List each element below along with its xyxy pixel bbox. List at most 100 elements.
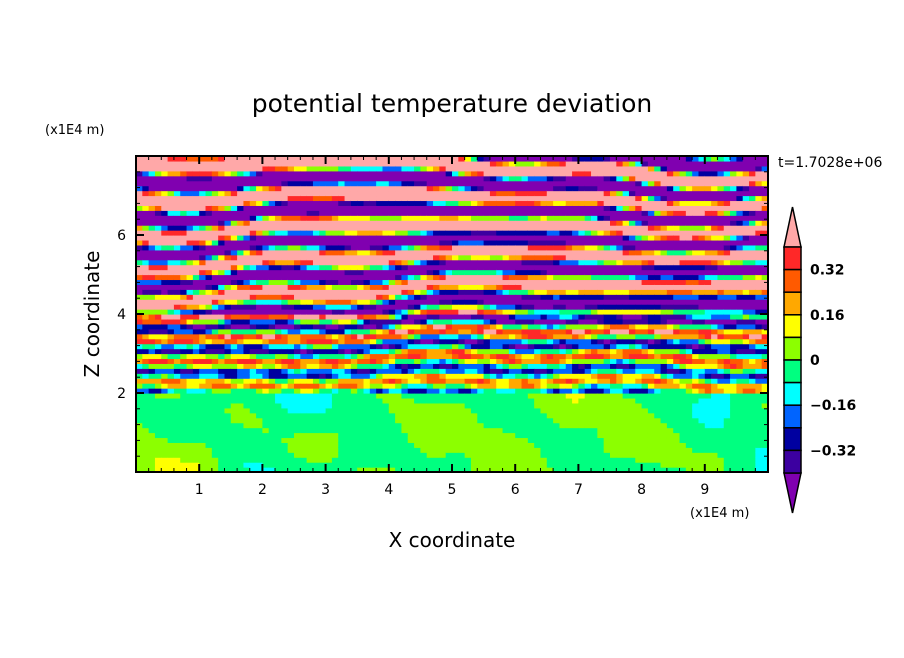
heatmap-cell	[300, 220, 308, 226]
heatmap-cell	[325, 220, 333, 226]
heatmap-cell	[136, 432, 143, 439]
heatmap-cell	[578, 200, 586, 206]
heatmap-cell	[167, 388, 175, 394]
heatmap-cell	[262, 378, 270, 384]
heatmap-cell	[496, 156, 504, 162]
heatmap-cell	[527, 407, 535, 414]
heatmap-cell	[357, 323, 365, 330]
heatmap-cell	[521, 417, 529, 424]
heatmap-cell	[230, 284, 238, 290]
heatmap-cell	[237, 402, 245, 409]
heatmap-cell	[192, 205, 200, 211]
heatmap-cell	[382, 244, 390, 251]
heatmap-cell	[369, 407, 377, 414]
heatmap-cell	[357, 269, 365, 276]
heatmap-cell	[262, 175, 270, 182]
heatmap-cell	[262, 427, 270, 434]
heatmap-cell	[338, 220, 346, 226]
heatmap-cell	[546, 328, 554, 335]
heatmap-cell	[388, 279, 396, 285]
heatmap-cell	[603, 314, 611, 320]
heatmap-cell	[325, 264, 333, 271]
heatmap-cell	[186, 452, 194, 458]
heatmap-cell	[483, 402, 491, 409]
heatmap-cell	[407, 402, 415, 409]
heatmap-cell	[331, 160, 339, 167]
heatmap-cell	[369, 318, 377, 325]
heatmap-cell	[243, 417, 251, 424]
heatmap-cell	[218, 343, 226, 350]
heatmap-cell	[256, 442, 263, 448]
heatmap-cell	[420, 407, 428, 414]
heatmap-cell	[597, 467, 605, 473]
heatmap-cell	[344, 239, 352, 246]
heatmap-cell	[376, 328, 384, 335]
heatmap-cell	[369, 259, 377, 266]
heatmap-cell	[426, 462, 434, 468]
heatmap-cell	[275, 190, 282, 197]
heatmap-cell	[502, 358, 510, 364]
heatmap-cell	[154, 328, 162, 335]
heatmap-cell	[388, 383, 396, 389]
heatmap-cell	[401, 274, 409, 281]
heatmap-cell	[559, 447, 567, 453]
heatmap-cell	[477, 383, 485, 389]
heatmap-cell	[256, 190, 263, 197]
heatmap-cell	[237, 338, 245, 345]
heatmap-cell	[300, 353, 308, 360]
heatmap-cell	[401, 338, 409, 345]
heatmap-cell	[275, 205, 282, 211]
heatmap-cell	[237, 373, 245, 379]
heatmap-cell	[173, 442, 181, 448]
heatmap-cell	[154, 239, 162, 246]
heatmap-cell	[192, 437, 200, 443]
heatmap-cell	[325, 294, 333, 300]
heatmap-cell	[325, 289, 333, 295]
heatmap-cell	[452, 393, 459, 399]
heatmap-cell	[192, 417, 200, 424]
heatmap-cell	[546, 417, 554, 424]
heatmap-cell	[180, 452, 188, 458]
heatmap-cell	[616, 417, 624, 424]
heatmap-cell	[521, 393, 529, 399]
heatmap-cell	[268, 180, 276, 187]
heatmap-cell	[508, 200, 516, 206]
heatmap-cell	[136, 363, 143, 369]
heatmap-cell	[445, 348, 453, 355]
heatmap-cell	[243, 378, 251, 384]
heatmap-cell	[591, 467, 598, 473]
heatmap-cell	[439, 279, 447, 285]
heatmap-cell	[281, 447, 289, 453]
heatmap-cell	[350, 269, 358, 276]
heatmap-cell	[420, 220, 428, 226]
heatmap-cell	[167, 452, 175, 458]
heatmap-cell	[464, 353, 472, 360]
heatmap-cell	[628, 457, 636, 463]
heatmap-cell	[527, 442, 535, 448]
heatmap-cell	[275, 165, 282, 172]
heatmap-cell	[496, 220, 504, 226]
heatmap-cell	[591, 402, 598, 409]
heatmap-cell	[439, 314, 447, 320]
heatmap-cell	[300, 190, 308, 197]
heatmap-cell	[154, 417, 162, 424]
heatmap-cell	[477, 378, 485, 384]
heatmap-cell	[426, 289, 434, 295]
heatmap-cell	[268, 338, 276, 345]
heatmap-cell	[192, 239, 200, 246]
heatmap-cell	[388, 225, 396, 231]
heatmap-cell	[167, 437, 175, 443]
heatmap-cell	[199, 225, 207, 231]
heatmap-cell	[622, 432, 630, 439]
heatmap-cell	[572, 383, 579, 389]
heatmap-cell	[578, 373, 586, 379]
heatmap-cell	[527, 452, 535, 458]
heatmap-cell	[502, 363, 510, 369]
heatmap-cell	[584, 175, 592, 182]
heatmap-cell	[148, 289, 156, 295]
heatmap-cell	[325, 205, 333, 211]
heatmap-cell	[376, 388, 384, 394]
heatmap-cell	[281, 393, 289, 399]
heatmap-cell	[275, 422, 282, 429]
heatmap-cell	[205, 333, 213, 340]
